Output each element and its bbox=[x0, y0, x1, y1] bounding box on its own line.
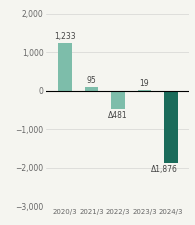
Text: Δ481: Δ481 bbox=[108, 111, 128, 120]
Text: 1,233: 1,233 bbox=[54, 32, 76, 41]
Text: 95: 95 bbox=[87, 76, 96, 86]
Bar bbox=[111, 91, 125, 109]
Text: 19: 19 bbox=[140, 79, 149, 88]
Bar bbox=[138, 90, 151, 91]
Text: Δ1,876: Δ1,876 bbox=[151, 165, 177, 174]
Bar bbox=[85, 87, 98, 91]
Bar bbox=[58, 43, 72, 91]
Bar bbox=[164, 91, 177, 163]
